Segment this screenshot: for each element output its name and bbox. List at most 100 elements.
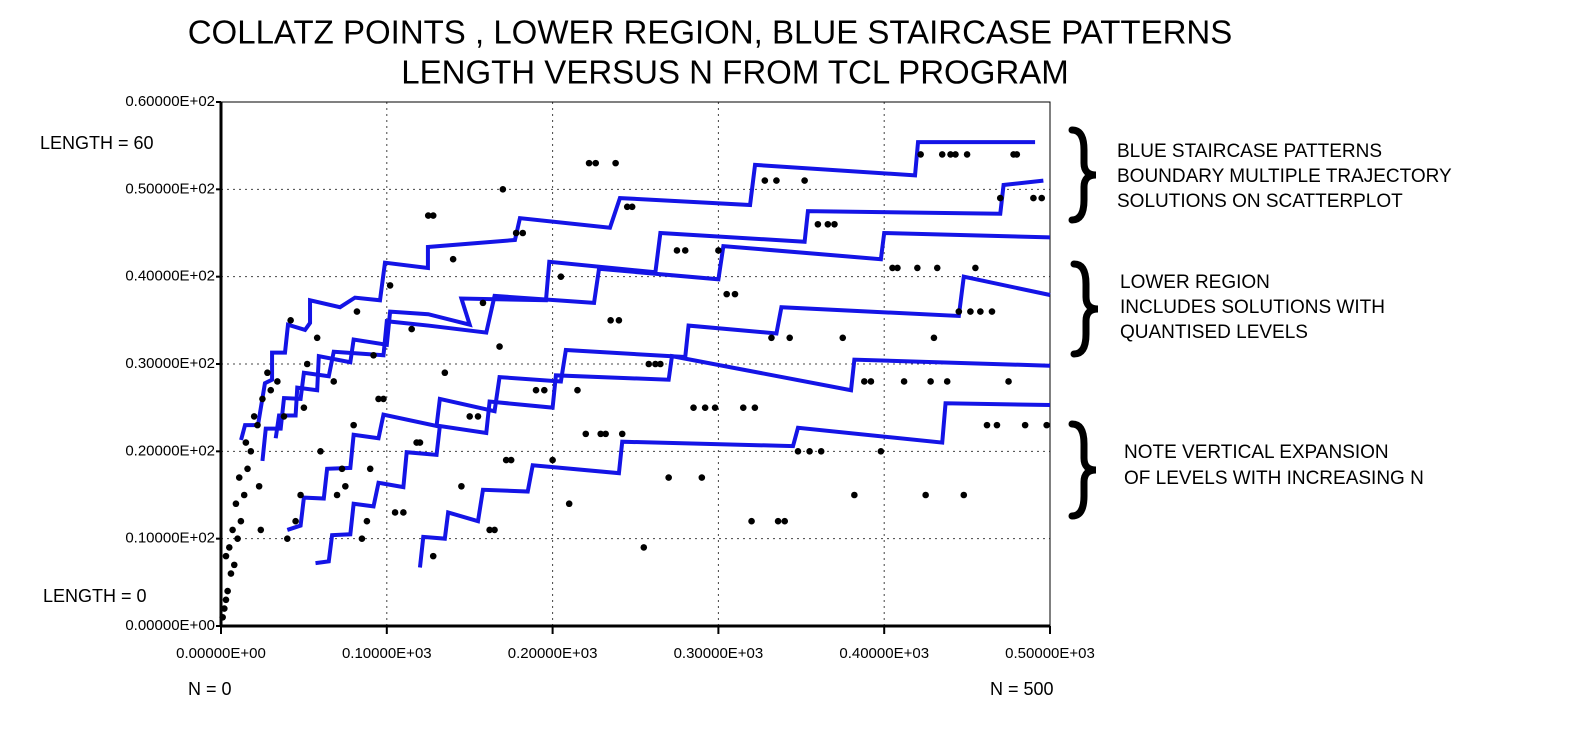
note: INCLUDES SOLUTIONS WITH [1120, 297, 1385, 318]
point [963, 151, 971, 158]
point [751, 404, 759, 411]
point [877, 448, 885, 455]
x-tick-label: 0.40000E+03 [839, 645, 929, 662]
point [259, 395, 266, 403]
point [232, 500, 240, 508]
annotation: LENGTH = 0 [43, 586, 147, 606]
point [230, 561, 238, 569]
point [988, 308, 996, 315]
note: BLUE STAIRCASE PATTERNS [1117, 141, 1382, 162]
point [761, 177, 769, 184]
point [1013, 151, 1021, 158]
point [255, 482, 263, 490]
point [574, 386, 581, 394]
point [652, 360, 659, 368]
point [977, 308, 984, 315]
annotation: LENGTH = 60 [40, 133, 154, 153]
point [993, 421, 1001, 429]
staircase-line [260, 230, 1051, 462]
point [284, 535, 291, 542]
y-tick-label: 0.20000E+02 [125, 442, 215, 459]
point [914, 264, 921, 272]
note: QUANTISED LEVELS [1120, 322, 1308, 343]
point [408, 325, 415, 333]
point [449, 255, 457, 263]
y-tick-label: 0.00000E+00 [125, 617, 215, 634]
y-tick-label: 0.60000E+02 [125, 93, 215, 110]
point [628, 203, 636, 211]
point [541, 386, 548, 394]
point [240, 491, 248, 499]
point [370, 351, 377, 359]
point [317, 448, 324, 455]
point [429, 552, 437, 560]
point [607, 317, 614, 324]
point [602, 430, 609, 438]
point [292, 517, 299, 525]
point [781, 517, 789, 525]
y-tick-label: 0.10000E+02 [125, 530, 215, 547]
point [960, 491, 968, 499]
chart-title: COLLATZ POINTS , LOWER REGION, BLUE STAI… [188, 14, 1233, 51]
point [366, 465, 374, 473]
point [375, 395, 382, 403]
note: NOTE VERTICAL EXPANSION [1124, 442, 1389, 463]
point [363, 517, 371, 525]
point [519, 229, 527, 237]
point [557, 273, 565, 280]
staircase-line [273, 178, 1044, 439]
point [768, 334, 775, 342]
point [917, 151, 924, 158]
point [532, 386, 540, 394]
point [358, 535, 366, 542]
note: BOUNDARY MULTIPLE TRAJECTORY [1117, 166, 1452, 187]
point [889, 264, 896, 272]
point [711, 404, 719, 411]
point [773, 177, 780, 184]
point [774, 517, 782, 525]
x-tick-label: 0.20000E+03 [508, 645, 598, 662]
staircase-line [286, 274, 1051, 532]
point [698, 474, 706, 481]
point [867, 378, 875, 385]
point [824, 220, 832, 228]
point [353, 308, 361, 315]
point [900, 378, 908, 385]
point [801, 177, 808, 184]
point [313, 334, 321, 342]
point [499, 186, 507, 193]
point [507, 456, 515, 464]
point [967, 308, 974, 315]
point [222, 552, 230, 560]
point [731, 290, 739, 298]
point [416, 439, 424, 446]
point [219, 613, 226, 621]
point [794, 448, 802, 455]
y-tick-label: 0.40000E+02 [125, 268, 215, 285]
point [549, 456, 556, 464]
point [612, 159, 619, 167]
point [1030, 194, 1037, 202]
staircase-line [417, 401, 1051, 568]
point [640, 544, 648, 551]
note: OF LEVELS WITH INCREASING N [1124, 468, 1424, 489]
point [380, 395, 387, 403]
point [665, 474, 672, 481]
point [618, 430, 626, 438]
point [927, 378, 934, 385]
point [386, 282, 394, 289]
point [441, 369, 449, 377]
point [247, 448, 255, 455]
point [400, 509, 407, 516]
annotation: N = 0 [188, 679, 232, 699]
point [1043, 421, 1050, 429]
point [221, 605, 228, 612]
point [338, 465, 346, 473]
point [996, 194, 1004, 202]
point [715, 247, 722, 254]
point [224, 587, 231, 595]
point [342, 482, 349, 490]
point [424, 212, 432, 219]
point [502, 456, 510, 464]
